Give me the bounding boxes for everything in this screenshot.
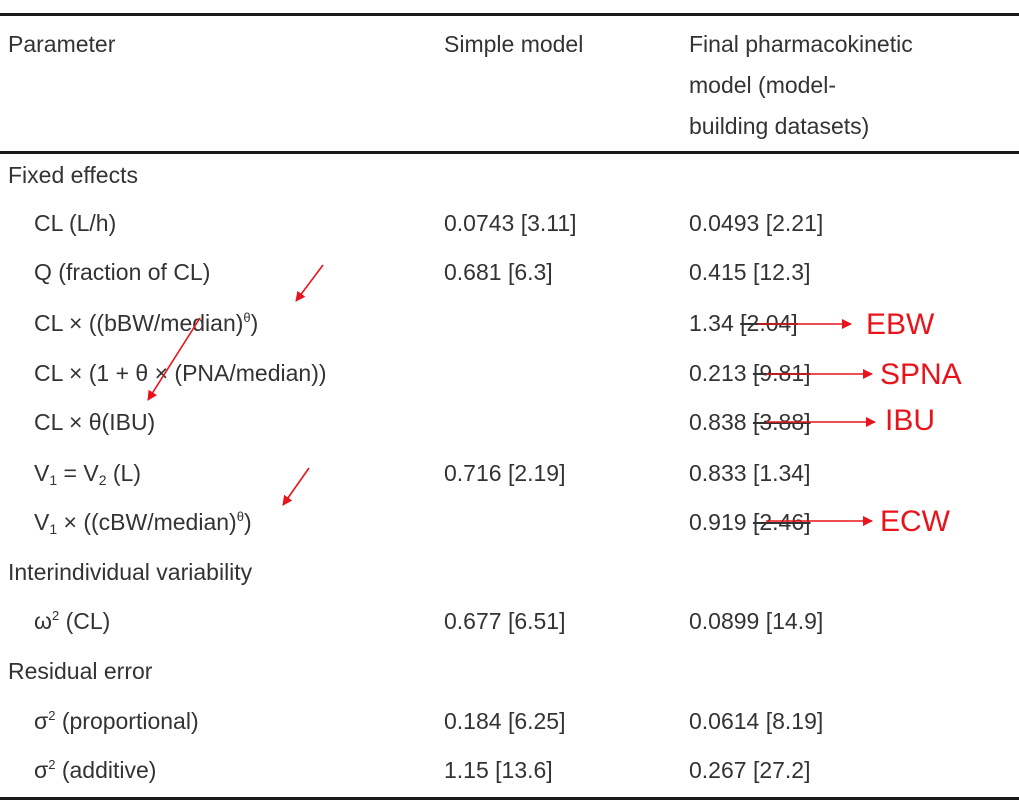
row-sigma-add-param: σ2 (additive) <box>34 757 157 783</box>
row-cl-pna-final: 0.213 [9.81] <box>689 360 811 386</box>
struck-value: [3.88] <box>752 409 811 435</box>
header-final-model-line3: building datasets) <box>689 113 870 139</box>
table-top-rule <box>0 13 1019 16</box>
row-q-simple: 0.681 [6.3] <box>444 259 553 285</box>
table-header-rule <box>0 151 1019 154</box>
arrow-to-cbw-exponent <box>282 467 310 506</box>
row-v-cbw-param: V1 × ((cBW/median)θ) <box>34 509 252 537</box>
annotation-ecw: ECW <box>880 505 950 538</box>
annotation-spna: SPNA <box>880 358 962 391</box>
section-fixed-effects: Fixed effects <box>8 162 138 188</box>
row-cl-ibu-param: CL × θ(IBU) <box>34 409 156 435</box>
annotation-ebw: EBW <box>866 308 935 341</box>
header-parameter: Parameter <box>8 31 116 57</box>
struck-value: [2.04] <box>740 310 798 336</box>
row-v-param: V1 = V2 (L) <box>34 460 141 488</box>
row-sigma-prop-param: σ2 (proportional) <box>34 708 199 734</box>
annotation-ibu: IBU <box>885 404 936 437</box>
row-sigma-prop-final: 0.0614 [8.19] <box>689 708 824 734</box>
header-final-model-line1: Final pharmacokinetic <box>689 31 913 57</box>
row-sigma-prop-simple: 0.184 [6.25] <box>444 708 566 734</box>
row-cl-param: CL (L/h) <box>34 210 117 236</box>
struck-value: [9.81] <box>752 360 811 386</box>
row-cl-pna-param: CL × (1 + θ × (PNA/median)) <box>34 360 327 386</box>
row-cl-bbw-param: CL × ((bBW/median)θ) <box>34 310 259 336</box>
row-sigma-add-simple: 1.15 [13.6] <box>444 757 553 783</box>
arrow-to-bbw-exponent <box>295 264 324 302</box>
row-sigma-add-final: 0.267 [27.2] <box>689 757 811 783</box>
struck-value: [2.46] <box>752 509 811 535</box>
row-q-param: Q (fraction of CL) <box>34 259 211 285</box>
row-cl-bbw-final: 1.34 [2.04] <box>689 310 798 336</box>
row-v-cbw-final: 0.919 [2.46] <box>689 509 811 535</box>
header-final-model-line2: model (model- <box>689 72 836 98</box>
row-v-simple: 0.716 [2.19] <box>444 460 566 486</box>
section-interindividual-variability: Interindividual variability <box>8 559 253 585</box>
row-cl-ibu-final: 0.838 [3.88] <box>689 409 811 435</box>
row-omega-param: ω2 (CL) <box>34 608 111 634</box>
row-cl-simple: 0.0743 [3.11] <box>444 210 577 236</box>
header-simple-model: Simple model <box>444 31 584 57</box>
row-v-final: 0.833 [1.34] <box>689 460 811 486</box>
row-q-final: 0.415 [12.3] <box>689 259 811 285</box>
table-bottom-rule <box>0 797 1019 800</box>
row-omega-final: 0.0899 [14.9] <box>689 608 824 634</box>
section-residual-error: Residual error <box>8 658 153 684</box>
row-cl-final: 0.0493 [2.21] <box>689 210 824 236</box>
row-omega-simple: 0.677 [6.51] <box>444 608 566 634</box>
